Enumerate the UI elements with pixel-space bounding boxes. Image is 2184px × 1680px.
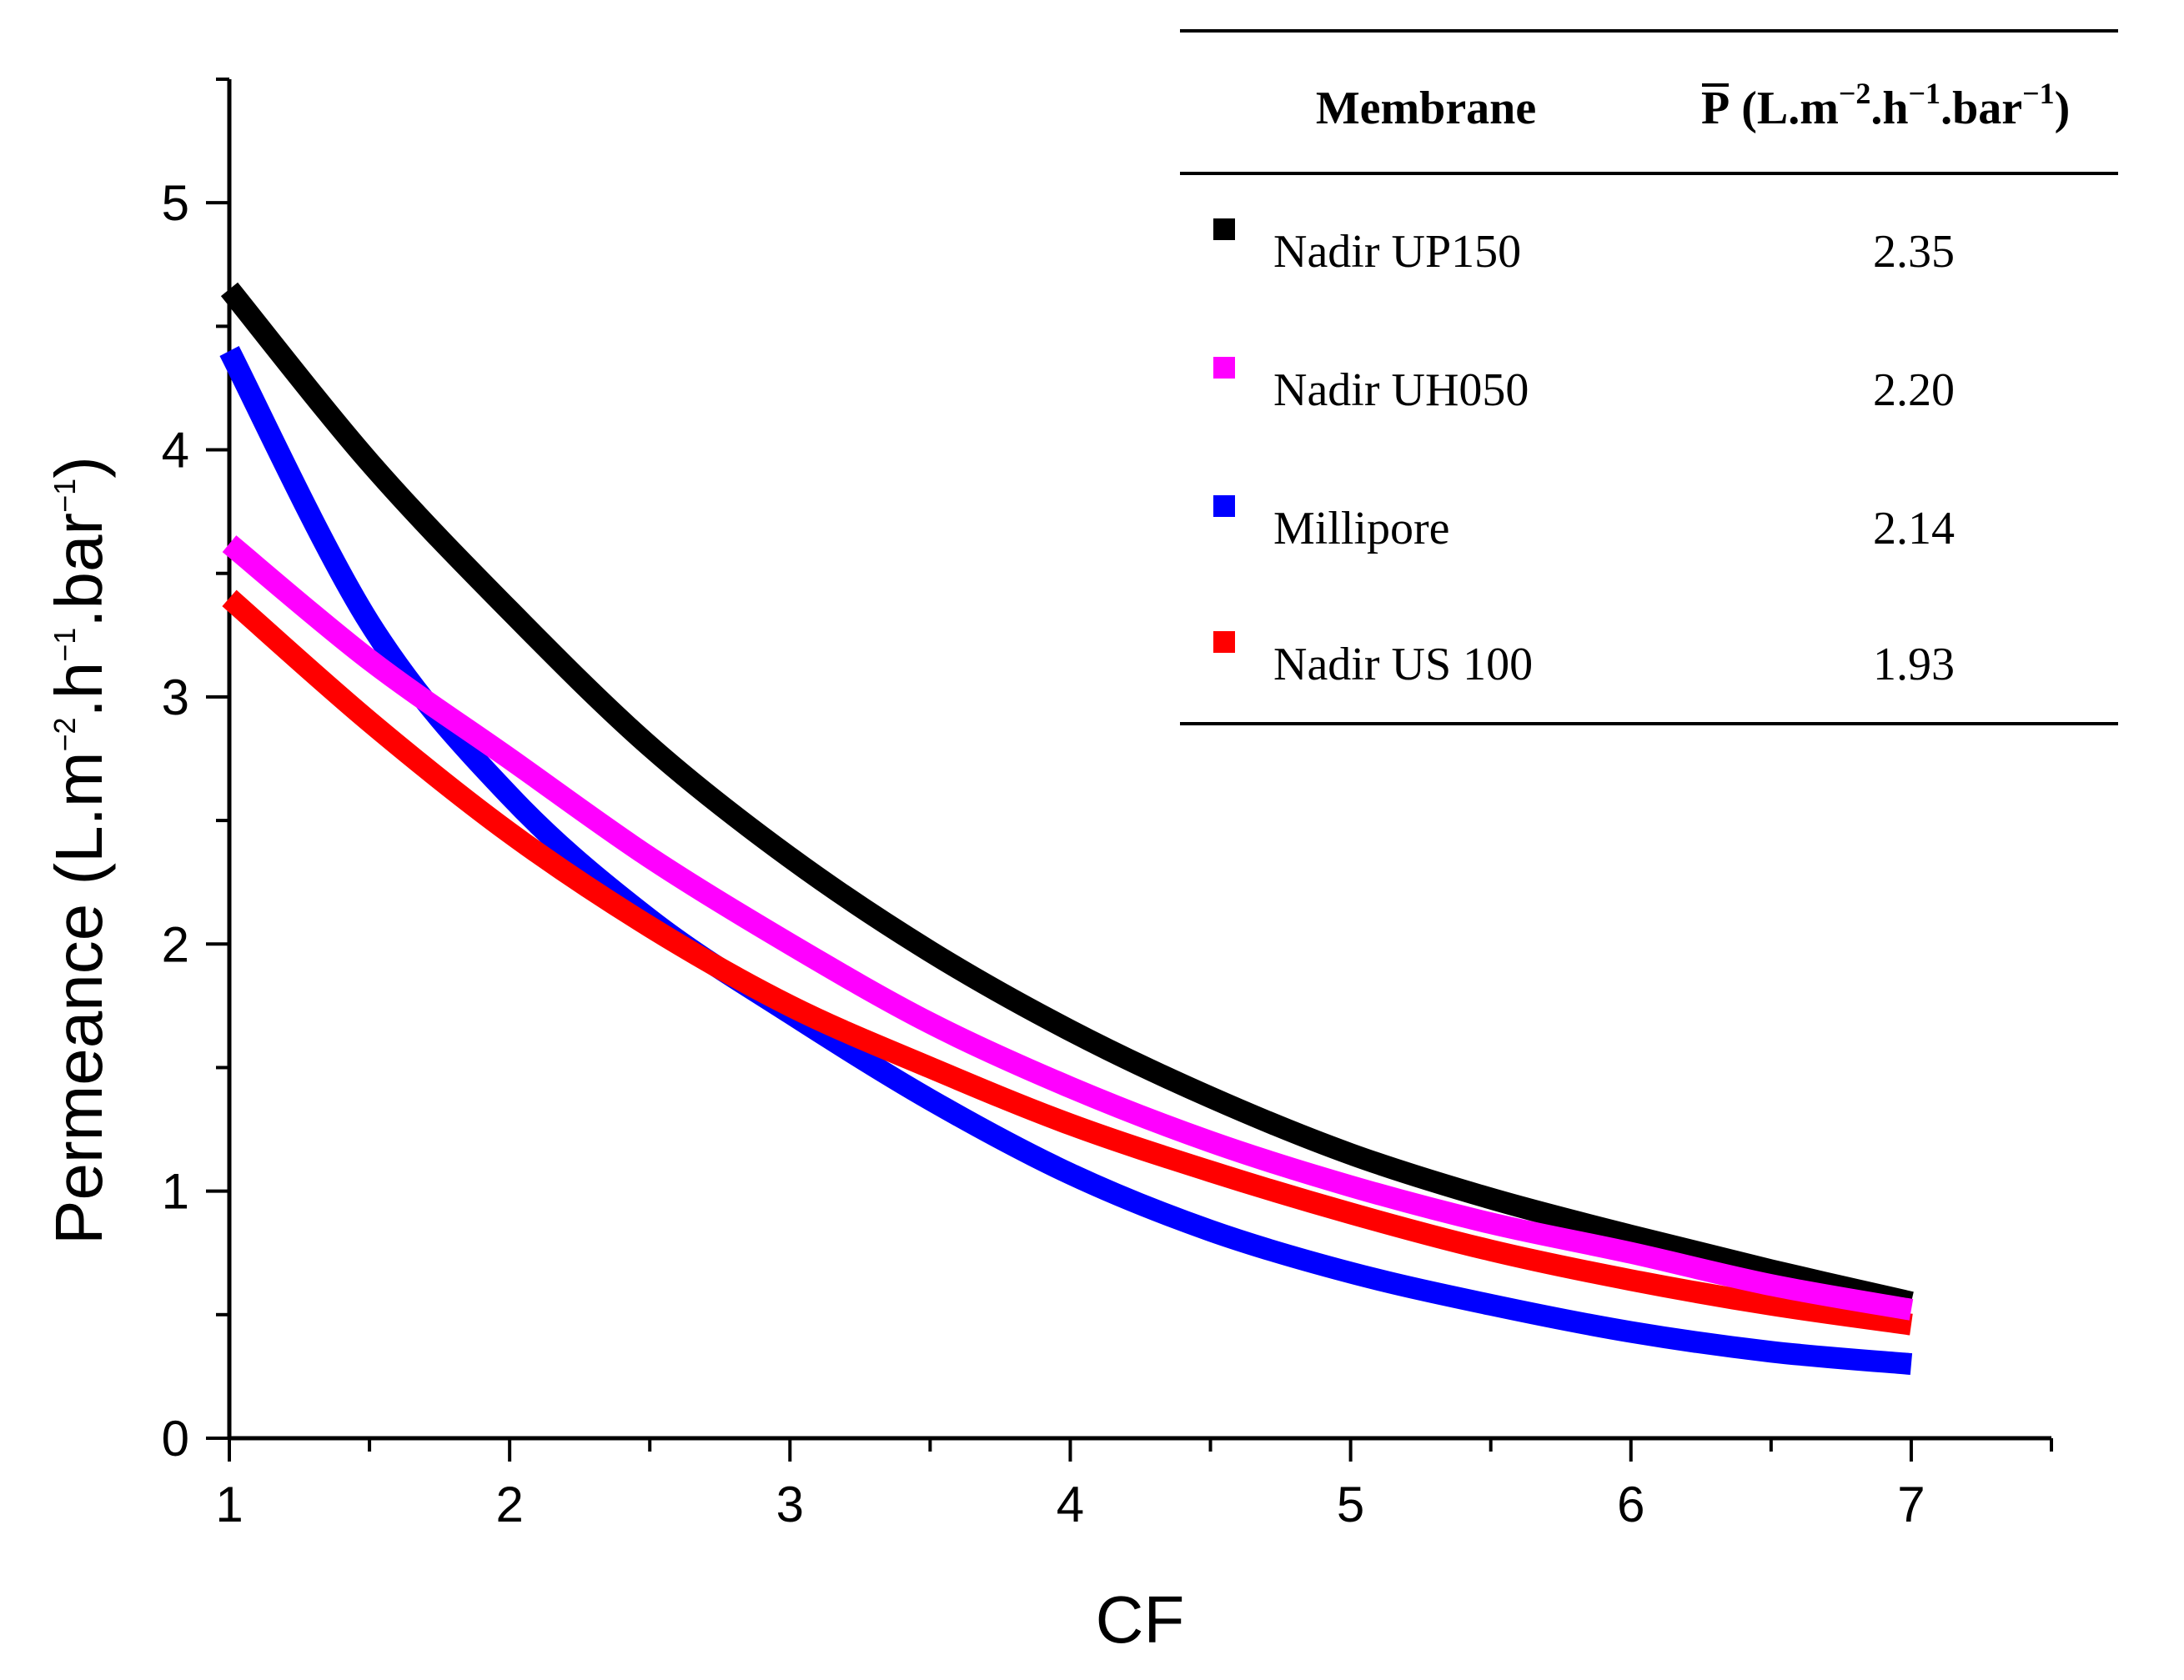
y-tick-label: 5	[162, 175, 189, 231]
y-axis-title-mid2: .bar	[42, 513, 116, 628]
y-axis-title-mid1: .h	[42, 662, 116, 718]
x-tick-label: 5	[1337, 1477, 1364, 1532]
x-tick-label: 4	[1057, 1477, 1084, 1532]
legend-p-value: 2.20	[1873, 364, 1955, 416]
legend-header-p-end: )	[2055, 83, 2071, 134]
y-axis-title-sup1: −2	[48, 717, 82, 751]
legend-membrane-name: Millipore	[1273, 503, 1450, 554]
legend-header-membrane: Membrane	[1316, 83, 1536, 134]
legend-p-value: 2.14	[1873, 503, 1955, 554]
curves	[219, 282, 1914, 1376]
legend-p-value: 2.35	[1873, 226, 1955, 278]
legend-membrane-name: Nadir UH050	[1273, 364, 1529, 416]
y-tick-label: 2	[162, 916, 189, 972]
legend-rows: Nadir UP150 2.35 Nadir UH050 2.20 Millipore 2…	[1213, 218, 1955, 690]
series-line-nadir-us-100	[222, 589, 1913, 1336]
legend-table: Membrane P (L.m−2.h−1.bar−1) Nadir UP150 2…	[1180, 29, 2118, 725]
legend-header-p-mid2: .bar	[1940, 83, 2022, 134]
legend-header-p-sup2: −1	[1909, 77, 1941, 110]
x-tick-label: 2	[495, 1477, 523, 1532]
y-tick-label: 0	[162, 1411, 189, 1467]
y-axis-title-base: Permeance (L.m	[42, 752, 116, 1245]
series-line-nadir-uh050	[222, 535, 1914, 1321]
y-axis-title-sup2: −1	[48, 628, 82, 662]
x-tick-label: 7	[1897, 1477, 1925, 1532]
y-tick-label: 3	[162, 669, 189, 725]
x-tick-label: 1	[215, 1477, 243, 1532]
legend-header-p-mid1: .h	[1870, 83, 1908, 134]
x-axis-title: CF	[1096, 1582, 1185, 1657]
series-line-millipore	[219, 346, 1913, 1376]
legend-header-p-symbol: P	[1701, 83, 1730, 134]
legend-membrane-name: Nadir US 100	[1273, 639, 1533, 690]
legend-marker	[1213, 218, 1235, 240]
legend-p-value: 1.93	[1873, 639, 1955, 690]
x-tick-label: 3	[776, 1477, 804, 1532]
y-tick-label: 4	[162, 423, 189, 479]
y-axis-title: Permeance (L.m−2.h−1.bar−1)	[42, 456, 116, 1245]
legend-header-p-sup1: −2	[1839, 77, 1871, 110]
y-tick-label: 1	[162, 1164, 189, 1220]
legend-marker	[1213, 631, 1235, 653]
y-axis-title-sup3: −1	[48, 479, 82, 513]
legend-header-p-sup3: −1	[2022, 77, 2055, 110]
legend-marker	[1213, 357, 1235, 379]
series-line-nadir-up150	[220, 282, 1914, 1313]
y-axis-title-end: )	[42, 456, 116, 479]
legend-marker	[1213, 495, 1235, 517]
legend-header-p-base: (L.m	[1741, 83, 1839, 134]
legend-header-p: P (L.m−2.h−1.bar−1)	[1701, 77, 2070, 134]
x-tick-label: 6	[1617, 1477, 1644, 1532]
legend-membrane-name: Nadir UP150	[1273, 226, 1521, 278]
